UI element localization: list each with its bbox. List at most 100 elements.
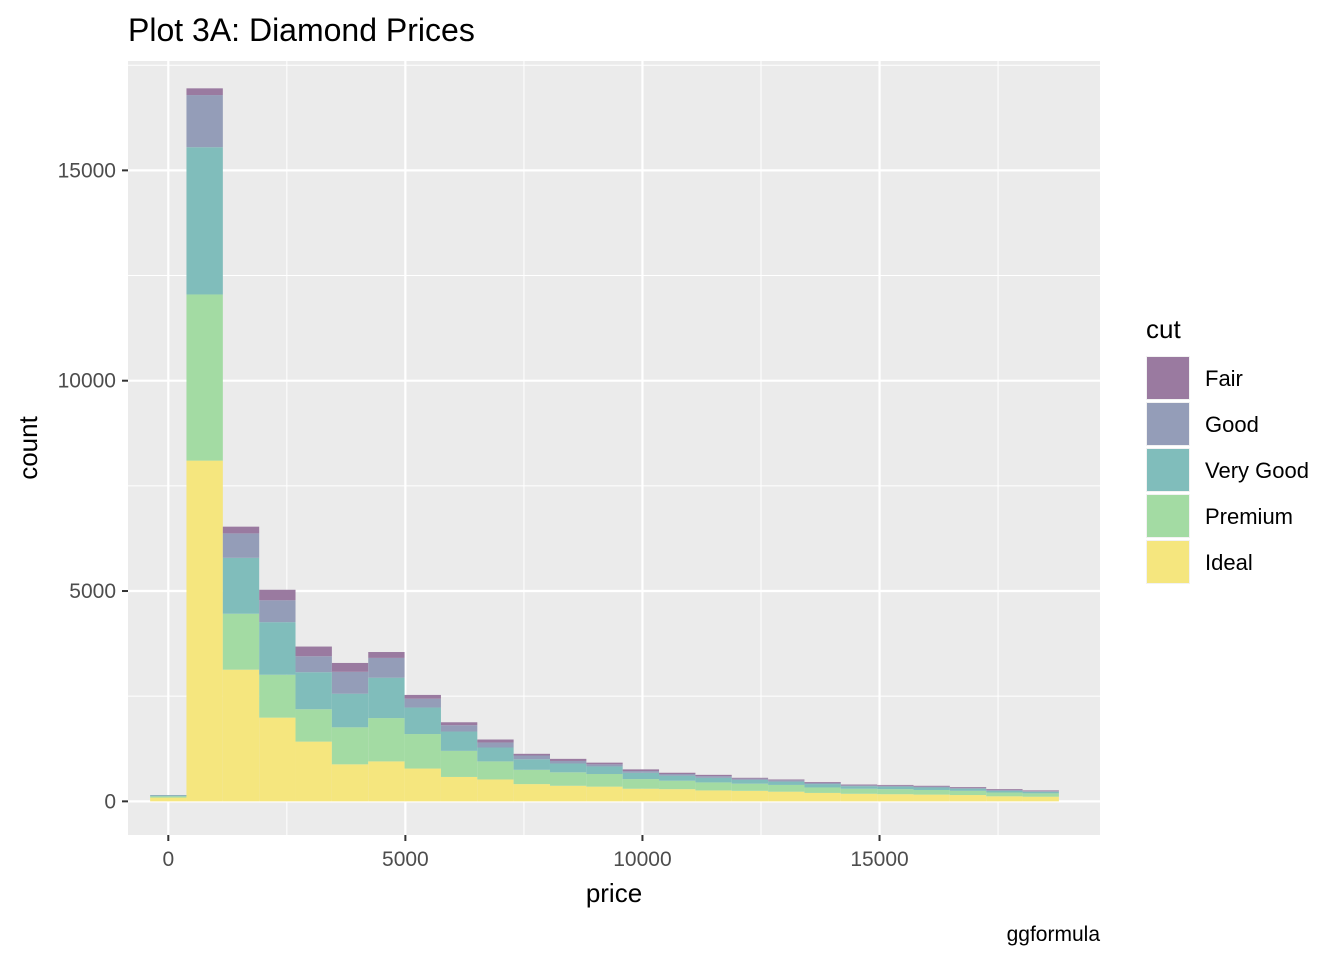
x-axis-title: price	[586, 878, 642, 908]
bar-ideal	[404, 768, 441, 802]
bar-fair	[622, 769, 660, 772]
bar-premium	[331, 727, 369, 765]
bar-premium	[440, 750, 478, 777]
bar-very-good	[913, 787, 950, 790]
bar-very-good	[586, 766, 623, 775]
y-tick-label: 0	[104, 790, 116, 813]
y-tick-label: 15000	[58, 159, 116, 182]
bar-fair	[949, 787, 987, 788]
bar-fair	[259, 589, 296, 601]
bar-ideal	[768, 791, 805, 802]
bar-ideal	[731, 790, 769, 802]
bar-fair	[659, 772, 696, 775]
bar-good	[186, 95, 223, 148]
bar-fair	[913, 785, 950, 787]
bar-ideal	[804, 792, 841, 802]
bar-premium	[222, 613, 260, 670]
bar-ideal	[877, 794, 914, 802]
bar-very-good	[150, 795, 187, 797]
bar-very-good	[840, 786, 878, 789]
bar-premium	[768, 784, 805, 792]
bar-very-good	[549, 763, 587, 773]
bar-very-good	[731, 779, 769, 784]
bar-ideal	[986, 796, 1023, 802]
bar-ideal	[295, 741, 332, 802]
bar-ideal	[368, 761, 405, 802]
bar-good	[949, 787, 987, 789]
bar-good	[659, 774, 696, 776]
bar-fair	[695, 774, 732, 777]
bar-very-good	[949, 788, 987, 791]
bar-good	[913, 786, 950, 788]
bar-very-good	[768, 781, 805, 785]
bar-ideal	[549, 785, 587, 802]
legend-swatch-very-good	[1147, 449, 1189, 491]
bar-premium	[368, 718, 405, 762]
chart-caption: ggformula	[1007, 923, 1101, 946]
bar-premium	[840, 788, 878, 794]
bar-good	[404, 698, 441, 708]
legend-label: Very Good	[1205, 458, 1309, 483]
legend-label: Premium	[1205, 504, 1293, 529]
bar-good	[731, 778, 769, 780]
bar-very-good	[477, 747, 514, 762]
x-tick-label: 15000	[850, 848, 908, 871]
legend-swatch-premium	[1147, 495, 1189, 537]
legend-swatch-ideal	[1147, 541, 1189, 583]
bar-premium	[295, 709, 332, 742]
bar-premium	[659, 780, 696, 790]
bar-good	[695, 776, 732, 778]
bar-ideal	[586, 786, 623, 802]
x-axis-ticks: 0 5000 10000 15000	[162, 835, 909, 871]
histogram-bars	[150, 88, 1059, 802]
bar-premium	[949, 790, 987, 796]
legend-swatch-fair	[1147, 357, 1189, 399]
bar-ideal	[477, 779, 514, 802]
bar-fair	[586, 762, 623, 765]
bar-premium	[731, 783, 769, 791]
bar-good	[804, 782, 841, 785]
bar-ideal	[659, 789, 696, 802]
bar-good	[622, 771, 660, 773]
bar-fair	[986, 789, 1023, 790]
bar-fair	[513, 753, 550, 756]
bar-premium	[513, 769, 550, 785]
bar-premium	[1022, 793, 1059, 797]
legend-title: cut	[1146, 314, 1181, 344]
bar-good	[986, 789, 1023, 791]
bar-ideal	[150, 797, 187, 802]
bar-premium	[150, 796, 187, 798]
bar-good	[477, 742, 514, 748]
bar-ideal	[222, 669, 260, 802]
bar-good	[840, 785, 878, 787]
x-tick-label: 0	[162, 848, 174, 871]
x-tick-label: 10000	[613, 848, 671, 871]
bar-fair	[222, 526, 260, 534]
bar-very-good	[331, 693, 369, 728]
legend-label: Fair	[1205, 366, 1243, 391]
bar-very-good	[659, 775, 696, 781]
bar-fair	[1022, 790, 1059, 792]
bar-ideal	[186, 460, 223, 802]
legend-swatch-good	[1147, 403, 1189, 445]
bar-good	[368, 657, 405, 678]
bar-ideal	[695, 790, 732, 802]
bar-premium	[877, 789, 914, 795]
minor-gridlines	[128, 61, 1100, 835]
bar-very-good	[259, 622, 296, 675]
bar-good	[440, 725, 478, 732]
bar-very-good	[186, 147, 223, 295]
y-axis-title: count	[13, 415, 43, 479]
bar-premium	[404, 734, 441, 769]
x-tick-label: 5000	[382, 848, 429, 871]
bar-premium	[477, 761, 514, 780]
legend: cut Fair Good Very Good Premium Ideal	[1146, 314, 1309, 584]
bar-good	[331, 671, 369, 694]
y-tick-label: 10000	[58, 370, 116, 393]
bar-very-good	[986, 790, 1023, 793]
bar-very-good	[804, 784, 841, 788]
bar-ideal	[622, 788, 660, 802]
bar-ideal	[949, 795, 987, 802]
bar-ideal	[440, 776, 478, 802]
bar-fair	[768, 779, 805, 781]
